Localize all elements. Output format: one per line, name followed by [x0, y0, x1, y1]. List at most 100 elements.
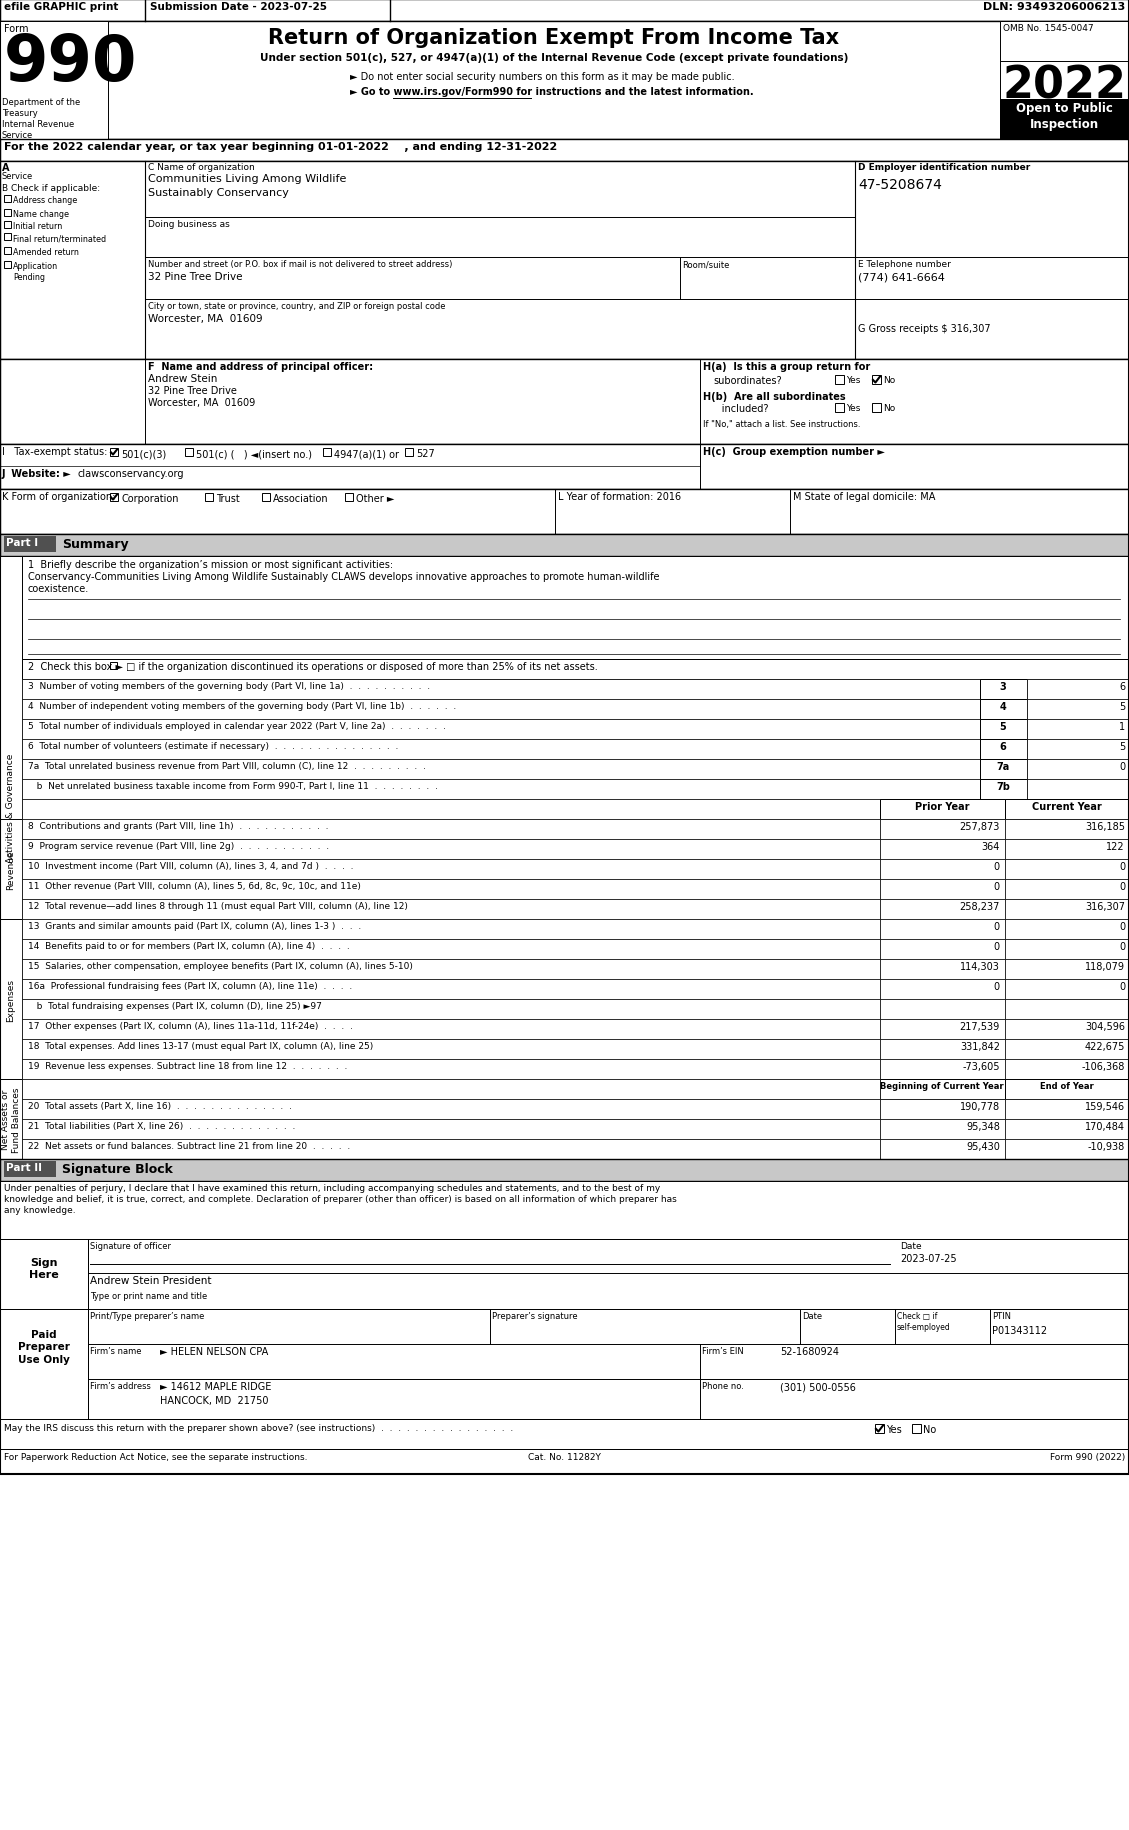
Text: ► 14612 MAPLE RIDGE: ► 14612 MAPLE RIDGE: [160, 1382, 271, 1391]
Bar: [5, 247, 11, 254]
Text: ► Do not enter social security numbers on this form as it may be made public.: ► Do not enter social security numbers o…: [350, 71, 735, 82]
Text: Yes: Yes: [846, 375, 860, 384]
Text: Amended return: Amended return: [14, 247, 79, 256]
Text: PTIN: PTIN: [992, 1312, 1010, 1319]
Text: 304,596: 304,596: [1085, 1021, 1124, 1032]
Text: Return of Organization Exempt From Income Tax: Return of Organization Exempt From Incom…: [269, 27, 840, 48]
Text: 0: 0: [994, 981, 1000, 992]
Text: 0: 0: [1119, 862, 1124, 871]
Bar: [21, 880, 879, 900]
Text: Firm’s name: Firm’s name: [90, 1347, 141, 1356]
Bar: [110, 448, 119, 458]
Text: 3  Number of voting members of the governing body (Part VI, line 1a)  .  .  .  .: 3 Number of voting members of the govern…: [28, 681, 430, 690]
Bar: [5, 536, 56, 553]
Text: Service: Service: [2, 172, 33, 181]
Bar: [872, 375, 881, 384]
Bar: [879, 1100, 1005, 1120]
Text: 0: 0: [994, 941, 1000, 952]
Text: 5: 5: [1119, 701, 1124, 712]
Text: -10,938: -10,938: [1087, 1142, 1124, 1151]
Bar: [879, 939, 1005, 959]
Bar: [21, 1100, 879, 1120]
Text: (301) 500-0556: (301) 500-0556: [780, 1382, 856, 1391]
Bar: [1005, 1019, 1129, 1039]
Text: M State of legal domicile: MA: M State of legal domicile: MA: [793, 492, 935, 501]
Bar: [0, 22, 1129, 139]
Text: 990: 990: [5, 31, 138, 93]
Text: Corporation: Corporation: [121, 494, 178, 503]
Bar: [879, 1140, 1005, 1160]
Text: 331,842: 331,842: [960, 1041, 1000, 1052]
Bar: [0, 361, 1129, 445]
Text: Worcester, MA  01609: Worcester, MA 01609: [148, 397, 255, 408]
Bar: [0, 0, 1129, 1475]
Bar: [0, 445, 1129, 490]
Text: Expenses: Expenses: [7, 977, 16, 1021]
Bar: [21, 840, 879, 860]
Text: D Employer identification number: D Employer identification number: [858, 163, 1031, 172]
Bar: [1027, 719, 1129, 739]
Text: 6  Total number of volunteers (estimate if necessary)  .  .  .  .  .  .  .  .  .: 6 Total number of volunteers (estimate i…: [28, 741, 399, 750]
Text: 2  Check this box ► □ if the organization discontinued its operations or dispose: 2 Check this box ► □ if the organization…: [28, 662, 597, 672]
Text: 5: 5: [1119, 741, 1124, 752]
Text: City or town, state or province, country, and ZIP or foreign postal code: City or town, state or province, country…: [148, 302, 446, 311]
Bar: [5, 234, 11, 242]
Text: Print/Type preparer’s name: Print/Type preparer’s name: [90, 1312, 204, 1319]
Bar: [0, 1239, 1129, 1308]
Text: Activities & Governance: Activities & Governance: [7, 752, 16, 862]
Text: F  Name and address of principal officer:: F Name and address of principal officer:: [148, 362, 373, 371]
Text: Andrew Stein: Andrew Stein: [148, 373, 218, 384]
Bar: [0, 556, 21, 1060]
Text: 4  Number of independent voting members of the governing body (Part VI, line 1b): 4 Number of independent voting members o…: [28, 701, 456, 710]
Text: Cat. No. 11282Y: Cat. No. 11282Y: [527, 1453, 601, 1460]
Text: -106,368: -106,368: [1082, 1061, 1124, 1071]
Bar: [1005, 1039, 1129, 1060]
Text: Andrew Stein President: Andrew Stein President: [90, 1276, 211, 1285]
Text: 32 Pine Tree Drive: 32 Pine Tree Drive: [148, 386, 237, 395]
Bar: [0, 139, 1129, 161]
Bar: [879, 880, 1005, 900]
Bar: [5, 221, 11, 229]
Bar: [21, 659, 1129, 679]
Bar: [1005, 999, 1129, 1019]
Text: -73,605: -73,605: [963, 1061, 1000, 1071]
Text: 190,778: 190,778: [960, 1102, 1000, 1111]
Bar: [0, 161, 1129, 361]
Bar: [21, 1080, 879, 1100]
Bar: [1005, 860, 1129, 880]
Bar: [980, 699, 1027, 719]
Text: 422,675: 422,675: [1085, 1041, 1124, 1052]
Text: 13  Grants and similar amounts paid (Part IX, column (A), lines 1-3 )  .  .  .: 13 Grants and similar amounts paid (Part…: [28, 922, 361, 930]
Bar: [21, 900, 879, 919]
Text: Under section 501(c), 527, or 4947(a)(1) of the Internal Revenue Code (except pr: Under section 501(c), 527, or 4947(a)(1)…: [260, 53, 848, 62]
Text: L Year of formation: 2016: L Year of formation: 2016: [558, 492, 681, 501]
Text: End of Year: End of Year: [1040, 1082, 1094, 1091]
Text: 21  Total liabilities (Part X, line 26)  .  .  .  .  .  .  .  .  .  .  .  .  .: 21 Total liabilities (Part X, line 26) .…: [28, 1122, 296, 1131]
Bar: [980, 679, 1027, 699]
Bar: [879, 800, 1005, 820]
Bar: [835, 375, 844, 384]
Bar: [21, 820, 879, 840]
Text: OMB No. 1545-0047: OMB No. 1545-0047: [1003, 24, 1094, 33]
Bar: [879, 1019, 1005, 1039]
Bar: [1005, 919, 1129, 939]
Text: Paid
Preparer
Use Only: Paid Preparer Use Only: [18, 1329, 70, 1363]
Text: Part I: Part I: [6, 538, 38, 547]
Bar: [21, 1039, 879, 1060]
Bar: [879, 860, 1005, 880]
Text: Net Assets or
Fund Balances: Net Assets or Fund Balances: [1, 1087, 20, 1153]
Text: 7a  Total unrelated business revenue from Part VIII, column (C), line 12  .  .  : 7a Total unrelated business revenue from…: [28, 761, 426, 770]
Bar: [110, 662, 117, 670]
Text: Name change: Name change: [14, 210, 69, 220]
Text: A: A: [2, 163, 9, 172]
Text: Firm’s EIN: Firm’s EIN: [702, 1347, 744, 1356]
Text: 52-1680924: 52-1680924: [780, 1347, 839, 1356]
Text: No: No: [883, 375, 895, 384]
Bar: [21, 719, 980, 739]
Bar: [1005, 979, 1129, 999]
Text: 217,539: 217,539: [960, 1021, 1000, 1032]
Bar: [0, 919, 21, 1080]
Bar: [980, 719, 1027, 739]
Text: 15  Salaries, other compensation, employee benefits (Part IX, column (A), lines : 15 Salaries, other compensation, employe…: [28, 961, 413, 970]
Bar: [872, 404, 881, 414]
